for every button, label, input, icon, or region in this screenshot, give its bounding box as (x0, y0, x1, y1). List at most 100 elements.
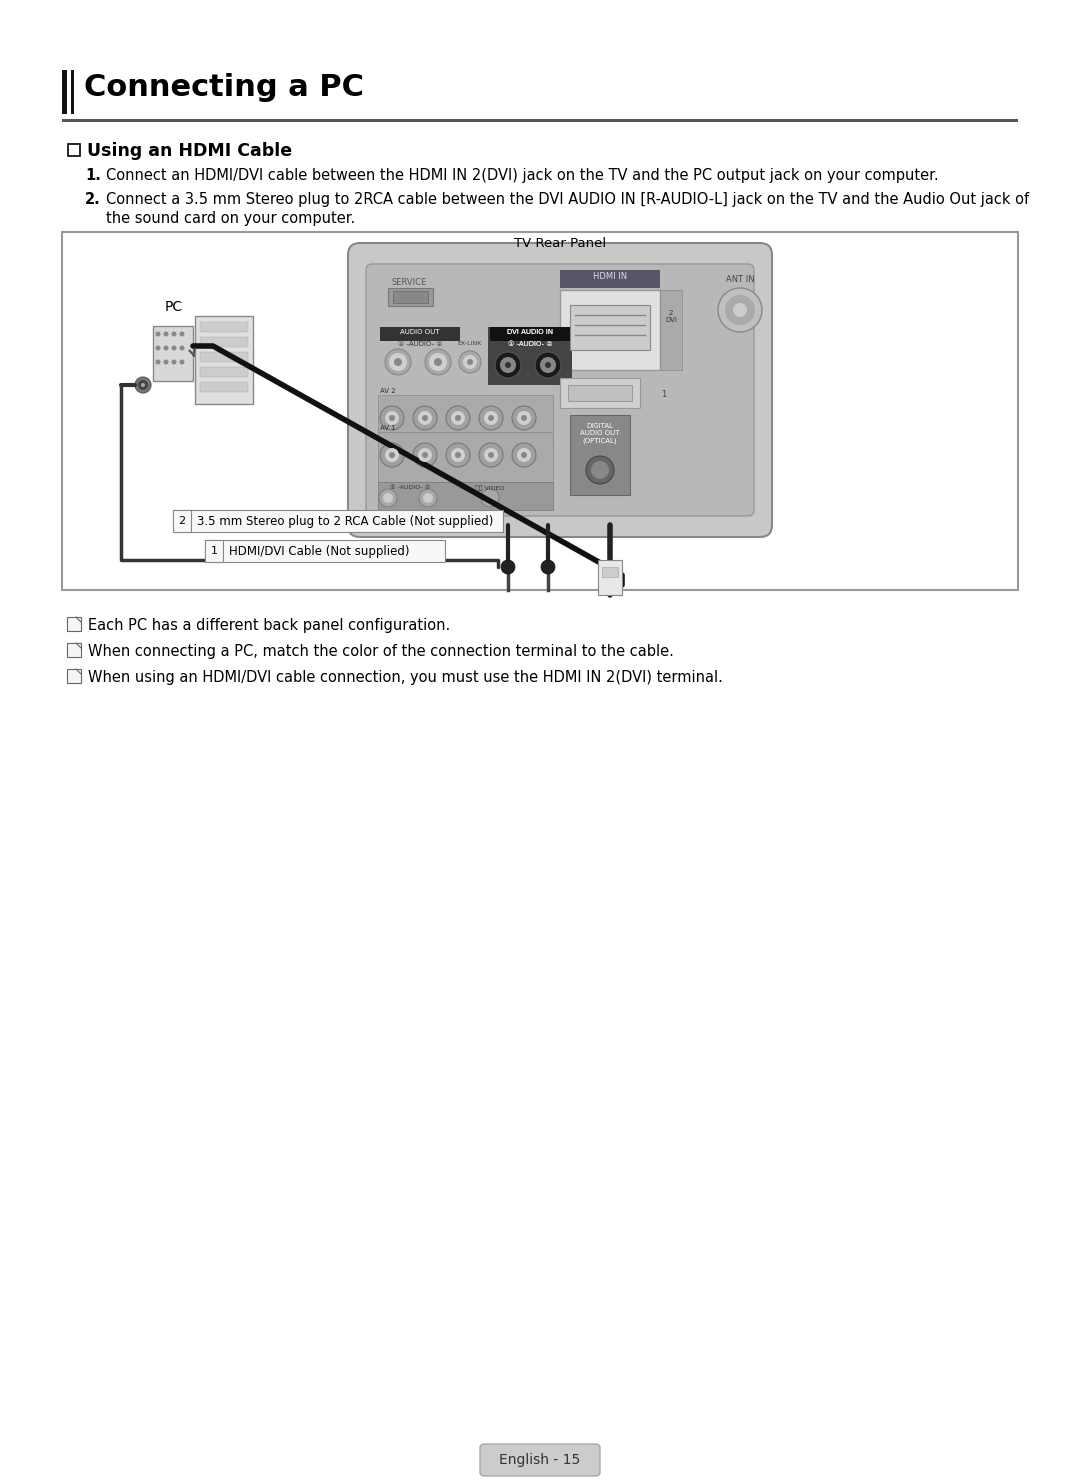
Bar (173, 510, 503, 532)
Bar (62, 119, 1018, 122)
Text: AV 1: AV 1 (380, 425, 395, 431)
Bar (561, 378, 640, 408)
Text: 2
DVI: 2 DVI (665, 310, 677, 323)
Circle shape (422, 452, 428, 458)
Bar (200, 336, 248, 347)
Circle shape (383, 494, 393, 502)
Circle shape (429, 353, 447, 370)
Circle shape (423, 494, 433, 502)
FancyBboxPatch shape (366, 264, 754, 516)
Circle shape (384, 448, 399, 462)
Circle shape (512, 443, 536, 467)
Text: 1: 1 (211, 545, 217, 556)
Circle shape (535, 353, 561, 378)
Text: Using an HDMI Cable: Using an HDMI Cable (87, 142, 292, 160)
Circle shape (446, 406, 470, 430)
Text: DVI AUDIO IN: DVI AUDIO IN (507, 329, 553, 335)
Circle shape (426, 348, 451, 375)
Text: Connect a 3.5 mm Stereo plug to 2RCA cable between the DVI AUDIO IN [R-AUDIO-L] : Connect a 3.5 mm Stereo plug to 2RCA cab… (106, 193, 1029, 207)
Circle shape (163, 332, 168, 336)
Circle shape (517, 448, 531, 462)
Text: 2.: 2. (85, 193, 100, 207)
Bar (68, 144, 80, 156)
Circle shape (179, 345, 185, 351)
Circle shape (718, 288, 762, 332)
Text: COMPONENT IN: COMPONENT IN (433, 510, 487, 516)
Circle shape (586, 456, 615, 485)
Circle shape (394, 359, 402, 366)
Text: PC: PC (165, 299, 184, 314)
Circle shape (481, 489, 499, 507)
Circle shape (434, 359, 442, 366)
Text: ① -AUDIO- ②: ① -AUDIO- ② (508, 341, 552, 347)
Circle shape (455, 452, 461, 458)
Bar (67, 668, 81, 683)
Circle shape (413, 443, 437, 467)
Bar (568, 385, 632, 402)
Bar (67, 643, 81, 657)
Bar (393, 290, 428, 302)
Circle shape (389, 415, 395, 421)
Circle shape (484, 448, 498, 462)
Circle shape (488, 452, 494, 458)
Bar (488, 328, 572, 385)
Bar (200, 322, 248, 332)
FancyBboxPatch shape (480, 1443, 600, 1476)
Text: SERVICE: SERVICE (392, 279, 428, 288)
Circle shape (419, 489, 437, 507)
Text: ① -AUDIO- ②: ① -AUDIO- ② (397, 341, 443, 347)
Text: When using an HDMI/DVI cable connection, you must use the HDMI IN 2(DVI) termina: When using an HDMI/DVI cable connection,… (87, 670, 723, 685)
Circle shape (545, 362, 551, 368)
Circle shape (389, 353, 407, 370)
Bar (378, 396, 553, 445)
Circle shape (446, 443, 470, 467)
Text: ⒶⒷ VIDEO: ⒶⒷ VIDEO (475, 485, 504, 491)
Circle shape (591, 461, 609, 479)
Bar (62, 233, 1018, 590)
Text: ANT IN: ANT IN (726, 276, 754, 285)
Circle shape (480, 406, 503, 430)
Text: 1: 1 (661, 390, 666, 399)
Bar (200, 382, 248, 393)
Circle shape (541, 560, 555, 574)
Text: 3.5 mm Stereo plug to 2 RCA Cable (Not supplied): 3.5 mm Stereo plug to 2 RCA Cable (Not s… (197, 514, 494, 528)
Bar (205, 539, 222, 562)
Bar (598, 560, 622, 594)
Bar (561, 290, 660, 370)
Circle shape (455, 415, 461, 421)
Bar (67, 617, 81, 631)
Circle shape (389, 452, 395, 458)
Text: the sound card on your computer.: the sound card on your computer. (106, 210, 355, 225)
Bar (200, 368, 248, 376)
Circle shape (179, 332, 185, 336)
Text: AV 2: AV 2 (380, 388, 395, 394)
Circle shape (384, 411, 399, 425)
Text: Each PC has a different back panel configuration.: Each PC has a different back panel confi… (87, 618, 450, 633)
Bar (490, 328, 570, 341)
Bar (388, 288, 433, 305)
Circle shape (505, 362, 511, 368)
Circle shape (459, 351, 481, 373)
Circle shape (384, 348, 411, 375)
Bar (71, 70, 75, 114)
Circle shape (451, 411, 465, 425)
Circle shape (467, 359, 473, 365)
Text: HDMI/DVI Cable (Not supplied): HDMI/DVI Cable (Not supplied) (229, 544, 409, 557)
Bar (205, 539, 445, 562)
Text: HDMI IN: HDMI IN (593, 273, 627, 282)
Circle shape (163, 360, 168, 365)
Circle shape (521, 452, 527, 458)
Circle shape (379, 489, 397, 507)
Circle shape (135, 376, 151, 393)
Circle shape (463, 356, 477, 369)
Bar (378, 431, 553, 482)
Text: ① -AUDIO- ②: ① -AUDIO- ② (508, 341, 552, 347)
Text: TV Rear Panel: TV Rear Panel (514, 237, 606, 250)
Text: DVI AUDIO IN: DVI AUDIO IN (507, 329, 553, 335)
Circle shape (540, 357, 556, 373)
Circle shape (413, 406, 437, 430)
Circle shape (380, 406, 404, 430)
Bar (570, 415, 630, 495)
Circle shape (733, 302, 747, 317)
Text: DIGITAL
AUDIO OUT
(OPTICAL): DIGITAL AUDIO OUT (OPTICAL) (580, 422, 620, 443)
